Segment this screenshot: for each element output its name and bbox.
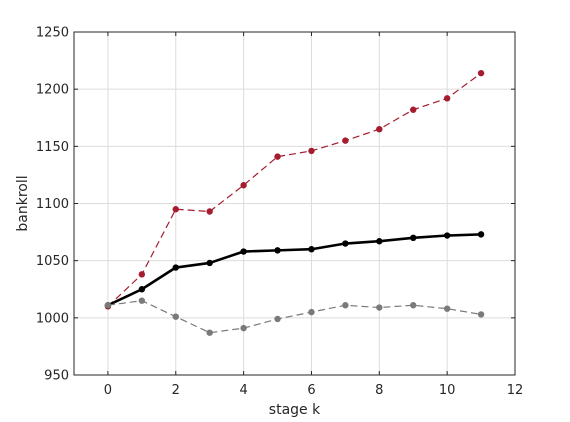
x-tick-label: 8	[375, 383, 383, 398]
series-2-point	[376, 304, 383, 311]
y-tick-label: 1000	[36, 311, 69, 326]
x-tick-label: 4	[239, 383, 247, 398]
series-1	[104, 231, 485, 309]
x-tick-label: 6	[307, 383, 315, 398]
series-1-point	[138, 286, 146, 293]
series-0-point	[274, 153, 281, 160]
series-1-point	[342, 240, 349, 247]
series-2-point	[138, 297, 146, 304]
series-0-point	[342, 137, 349, 144]
y-tick-label: 1100	[36, 197, 69, 212]
series-0-point	[206, 208, 213, 215]
series-2-point	[342, 302, 349, 309]
series-1-point	[274, 247, 281, 254]
x-axis-ticks: 0 2 4 6 8 10 12	[104, 32, 523, 398]
x-tick-label: 10	[439, 383, 456, 398]
series-2-point	[308, 308, 315, 316]
series-1-point	[206, 259, 213, 267]
series-1-point	[172, 264, 179, 271]
y-tick-label: 1200	[36, 83, 69, 98]
series-1-point	[477, 231, 485, 238]
series-2-point	[206, 329, 213, 336]
series-0-point	[308, 147, 315, 155]
y-axis-label: bankroll	[15, 175, 31, 231]
series-0-point	[477, 69, 485, 77]
series-0-point	[138, 271, 146, 278]
series-2-point	[172, 313, 179, 320]
y-tick-label: 1050	[36, 254, 69, 269]
series-2-point	[477, 311, 485, 318]
series-1-point	[240, 248, 247, 255]
series-1-point	[308, 246, 315, 253]
x-tick-label: 0	[104, 383, 112, 398]
series-2-point	[104, 302, 112, 309]
x-tick-label: 2	[172, 383, 180, 398]
series-2	[104, 297, 485, 336]
x-tick-label: 12	[507, 383, 524, 398]
y-axis-ticks: 950 1000 1050 1100 1150 1200 1250	[36, 26, 515, 384]
series-0-point	[443, 95, 451, 102]
y-tick-label: 1150	[36, 140, 69, 155]
series-2-line	[107, 300, 482, 334]
series-1-point	[443, 232, 451, 239]
x-axis-label: stage k	[269, 402, 321, 418]
y-tick-label: 950	[44, 369, 69, 384]
series-0-point	[410, 106, 417, 113]
series-0-point	[240, 182, 247, 189]
series-2-point	[410, 302, 417, 309]
series-0-point	[376, 125, 383, 133]
y-tick-label: 1250	[36, 26, 69, 41]
series-1-point	[410, 234, 417, 241]
series-2-point	[274, 315, 281, 323]
series-1-point	[376, 238, 383, 245]
series-0-line	[107, 72, 482, 307]
series-layer	[104, 69, 485, 336]
series-0-point	[172, 206, 179, 213]
series-2-point	[443, 305, 451, 312]
series-1-line	[107, 233, 482, 307]
series-2-point	[240, 324, 247, 332]
